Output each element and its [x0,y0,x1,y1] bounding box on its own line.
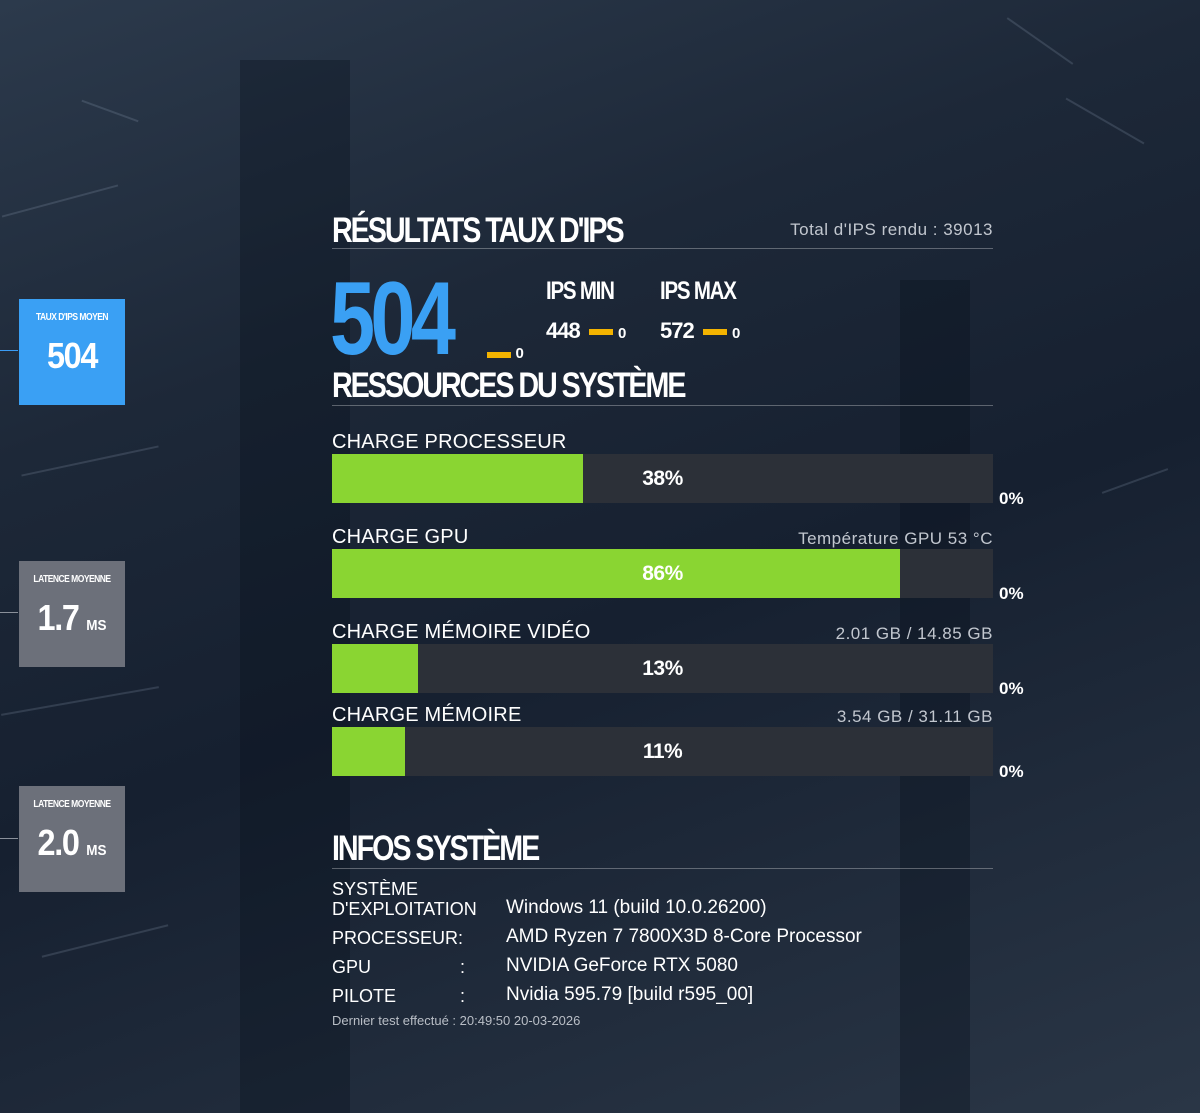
info-separator: : [460,957,466,977]
sidebar-connector-line [0,612,18,613]
info-row-os: SYSTÈME D'EXPLOITATION Windows 11 (build … [332,879,993,919]
info-key: PILOTE [332,986,397,1006]
system-info-table: SYSTÈME D'EXPLOITATION Windows 11 (build … [332,879,993,1028]
fps-results-header: RÉSULTATS TAUX D'IPS Total d'IPS rendu :… [332,200,993,248]
delta-bar [487,352,511,358]
fps-min-delta: 0 [617,325,626,342]
resource-name: CHARGE GPU [332,526,469,548]
sidebar-connector-line [0,350,18,351]
delta-bar [702,329,727,336]
results-panel: RÉSULTATS TAUX D'IPS Total d'IPS rendu :… [330,200,1024,1028]
progress-bar: 86% 0% [332,549,1024,603]
divider [332,405,993,406]
info-value: NVIDIA GeForce RTX 5080 [506,955,738,976]
fps-min-label: IPS MIN [546,277,615,305]
progress-delta: 0% [999,584,1024,603]
system-info-title: INFOS SYSTÈME [332,829,540,868]
info-value: AMD Ryzen 7 7800X3D 8-Core Processor [506,926,862,947]
last-test-timestamp: Dernier test effectué : 20:49:50 20-03-2… [332,1013,581,1028]
progress-delta: 0% [999,679,1024,698]
sidebar-tile-latency-1[interactable]: LATENCE MOYENNE 1.7 MS [19,561,125,667]
fps-results-title: RÉSULTATS TAUX D'IPS [332,211,625,250]
resource-row-cpu: CHARGE PROCESSEUR 38% 0% [332,428,1024,508]
info-row-driver: PILOTE: Nvidia 595.79 [build r595_00] [332,984,993,1006]
info-separator: : [460,986,466,1006]
fps-min-value: 448 [546,318,581,343]
fps-min: IPS MIN 448 0 [546,277,629,344]
resource-row-ram: CHARGE MÉMOIRE 3.54 GB / 31.11 GB 11% 0% [332,701,1024,781]
info-key: D'EXPLOITATION [332,899,477,919]
progress-fill [332,454,584,503]
tile-value: 2.0 MS [37,822,107,863]
tile-unit: MS [86,617,107,634]
tile-value: 1.7 MS [37,597,107,638]
average-fps-value: 504 [330,261,456,377]
delta-bar [588,329,613,336]
resource-row-vram: CHARGE MÉMOIRE VIDÉO 2.01 GB / 14.85 GB 1… [332,618,1024,698]
fps-max-label: IPS MAX [660,277,737,305]
resource-name: CHARGE MÉMOIRE [332,704,522,726]
info-value: Nvidia 595.79 [build r595_00] [506,984,754,1005]
progress-bar: 13% 0% [332,644,1024,698]
resource-detail: 2.01 GB / 14.85 GB [835,624,993,643]
progress-bar: 11% 0% [332,727,1024,781]
progress-percent: 86% [642,561,683,585]
progress-percent: 13% [642,656,683,680]
tile-label: TAUX D'IPS MOYEN [35,312,109,323]
fps-max: IPS MAX 572 0 [660,277,752,344]
resources-title: RESSOURCES DU SYSTÈME [332,366,686,405]
progress-bar: 38% 0% [332,454,1024,508]
resource-detail: 3.54 GB / 31.11 GB [836,707,993,726]
tile-unit: MS [86,842,107,859]
sidebar-tile-average-fps[interactable]: TAUX D'IPS MOYEN 504 [19,299,125,405]
sidebar-tile-latency-2[interactable]: LATENCE MOYENNE 2.0 MS [19,786,125,892]
tile-label: LATENCE MOYENNE [33,799,111,810]
divider [332,868,993,869]
progress-fill [332,727,405,776]
info-key: SYSTÈME [332,879,419,899]
progress-percent: 38% [642,466,683,490]
info-key: GPU [332,957,372,977]
tile-value: 504 [46,335,98,376]
progress-delta: 0% [999,762,1024,781]
resource-list: CHARGE PROCESSEUR 38% 0% CHARGE GPU Tempér… [332,428,1024,781]
resource-name: CHARGE MÉMOIRE VIDÉO [332,621,591,643]
total-fps-rendered: Total d'IPS rendu : 39013 [790,220,993,239]
progress-delta: 0% [999,489,1024,508]
info-value: Windows 11 (build 10.0.26200) [506,897,767,918]
progress-fill [332,644,418,693]
tile-label: LATENCE MOYENNE [33,574,111,585]
fps-max-value: 572 [660,318,695,343]
average-fps-delta: 0 [487,345,524,363]
divider [332,248,993,249]
info-row-cpu: PROCESSEUR: AMD Ryzen 7 7800X3D 8-Core P… [332,926,993,948]
sidebar-connector-line [0,838,18,839]
info-row-gpu: GPU: NVIDIA GeForce RTX 5080 [332,955,993,977]
info-key: PROCESSEUR: [332,928,464,948]
resource-name: CHARGE PROCESSEUR [332,431,567,453]
resource-detail: Température GPU 53 °C [798,529,993,548]
progress-fill [332,549,901,598]
fps-max-delta: 0 [731,325,740,342]
fps-summary: 504 0 IPS MIN 448 0 IPS MAX 572 0 [330,249,993,379]
resource-row-gpu: CHARGE GPU Température GPU 53 °C 86% 0% [332,523,1024,603]
progress-percent: 11% [642,739,683,763]
